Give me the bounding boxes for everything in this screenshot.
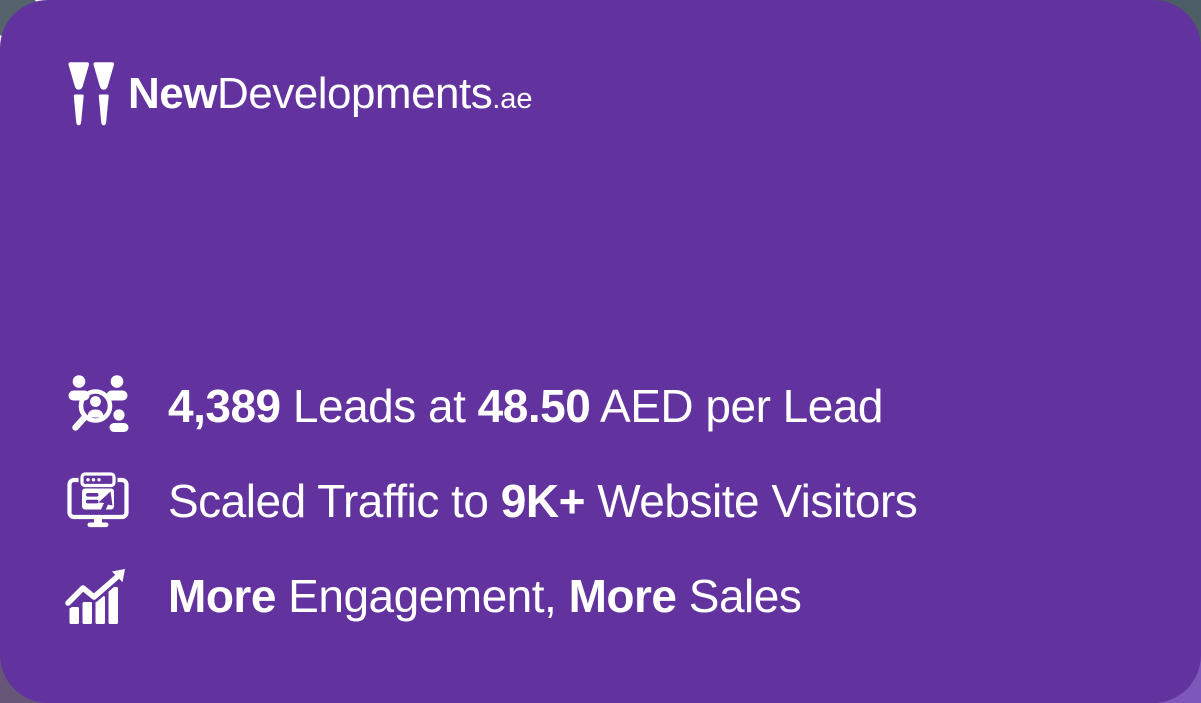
leads-search-icon (64, 372, 132, 440)
brand-name: NewDevelopments.ae (128, 72, 533, 116)
stat-row-traffic: Scaled Traffic to 9K+ Website Visitors (64, 467, 918, 535)
stats-list: 4,389 Leads at 48.50 AED per Lead (64, 372, 918, 630)
stat-segment-bold: 4,389 (168, 380, 281, 432)
stat-text-growth: More Engagement, More Sales (168, 570, 802, 622)
stat-row-leads: 4,389 Leads at 48.50 AED per Lead (64, 372, 917, 440)
stat-segment-bold: More (168, 570, 276, 622)
growth-chart-icon (64, 562, 132, 630)
stat-segment-regular: AED per Lead (590, 380, 883, 432)
brand-domain-suffix: .ae (492, 83, 533, 115)
stat-segment-regular: Leads at (280, 380, 478, 432)
stat-segment-regular: Website Visitors (584, 475, 918, 527)
stat-segment-bold: 48.50 (477, 380, 591, 432)
stat-row-growth: More Engagement, More Sales (64, 562, 917, 630)
stat-segment-regular: Sales (676, 570, 802, 622)
stat-segment-regular: Engagement, (275, 570, 569, 622)
twin-pillars-logo-icon (66, 62, 116, 126)
brand-name-bold: New (128, 69, 217, 118)
website-traffic-icon (64, 467, 132, 535)
brand-name-light: Developments (216, 69, 493, 118)
stat-text-leads: 4,389 Leads at 48.50 AED per Lead (168, 383, 883, 429)
brand-logo: NewDevelopments.ae (66, 62, 533, 126)
stat-segment-bold: More (568, 570, 677, 622)
stat-text-traffic: Scaled Traffic to 9K+ Website Visitors (168, 475, 918, 527)
stat-segment-regular: Scaled Traffic to (168, 475, 501, 527)
stat-segment-bold: 9K+ (500, 475, 586, 527)
